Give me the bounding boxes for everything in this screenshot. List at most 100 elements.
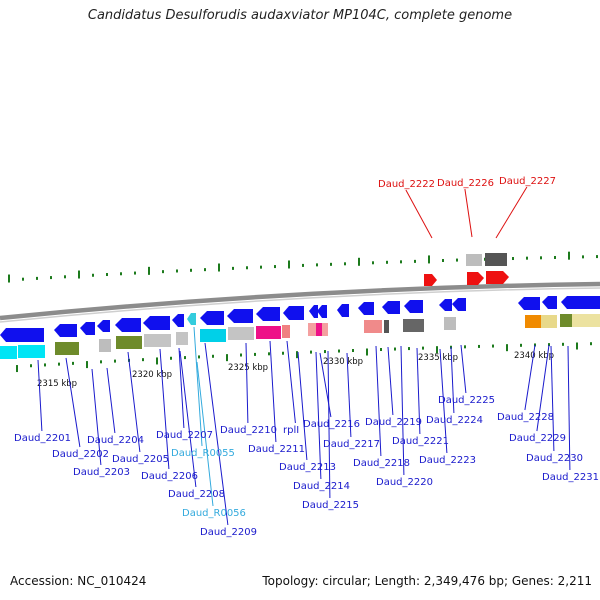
gene-label[interactable]: Daud_2217: [323, 439, 380, 450]
gene-box-cyan[interactable]: [200, 329, 226, 342]
gene-box-dark[interactable]: [485, 253, 507, 266]
gene-label[interactable]: Daud_2207: [156, 430, 213, 441]
gene-arrow[interactable]: [97, 320, 110, 332]
gene-box-grey[interactable]: [228, 327, 254, 340]
gene-label[interactable]: Daud_2226: [437, 178, 494, 189]
gene-box-pink[interactable]: [364, 320, 382, 333]
gene-box-khaki[interactable]: [572, 314, 600, 327]
gene-label[interactable]: Daud_2209: [200, 527, 257, 538]
tick-mark: [316, 263, 318, 267]
gene-box-olive[interactable]: [560, 314, 572, 327]
gene-box-olive[interactable]: [116, 336, 142, 349]
tick-mark: [134, 271, 136, 275]
gene-label[interactable]: Daud_R0056: [182, 508, 246, 519]
gene-label[interactable]: Daud_2225: [438, 395, 495, 406]
tick-mark: [204, 268, 206, 272]
leader-line: [400, 345, 405, 476]
gene-arrow-daud-2227[interactable]: [486, 271, 509, 284]
leader-line: [550, 345, 555, 452]
gene-label[interactable]: Daud_R0055: [171, 448, 235, 459]
leader-line: [245, 342, 249, 424]
gene-box-khaki[interactable]: [541, 315, 557, 328]
gene-label[interactable]: Daud_2208: [168, 489, 225, 500]
gene-label[interactable]: Daud_2203: [73, 467, 130, 478]
gene-box-magenta[interactable]: [316, 323, 322, 336]
gene-label[interactable]: Daud_2222: [378, 179, 435, 190]
tick-mark: [176, 269, 178, 273]
gene-box-cyan[interactable]: [0, 346, 17, 359]
gene-label[interactable]: Daud_2211: [248, 444, 305, 455]
gene-label[interactable]: Daud_2204: [87, 435, 144, 446]
gene-label[interactable]: Daud_2205: [112, 454, 169, 465]
tick-mark: [330, 262, 332, 266]
gene-arrow[interactable]: [256, 307, 280, 321]
gene-box-grey[interactable]: [99, 339, 111, 352]
gene-arrow[interactable]: [317, 305, 327, 318]
gene-arrow[interactable]: [337, 304, 349, 317]
gene-arrow[interactable]: [227, 309, 253, 323]
gene-arrow[interactable]: [115, 318, 141, 332]
tick-mark: [302, 263, 304, 267]
gene-arrow[interactable]: [200, 311, 224, 325]
gene-box-grey[interactable]: [444, 317, 456, 330]
gene-label[interactable]: Daud_2216: [303, 419, 360, 430]
gene-label[interactable]: Daud_2223: [419, 455, 476, 466]
gene-box-pink[interactable]: [308, 323, 316, 336]
gene-arrow[interactable]: [309, 305, 318, 318]
gene-arrow[interactable]: [561, 296, 600, 309]
gene-arrow[interactable]: [143, 316, 170, 330]
gene-box-cyan[interactable]: [18, 345, 45, 358]
gene-label[interactable]: Daud_2229: [509, 433, 566, 444]
gene-label[interactable]: Daud_2210: [220, 425, 277, 436]
gene-arrow[interactable]: [518, 297, 540, 310]
gene-label[interactable]: rplI: [283, 425, 299, 436]
leader-line: [375, 345, 382, 457]
tick-mark: [512, 257, 514, 261]
gene-arrow[interactable]: [0, 328, 44, 342]
tick-mark: [554, 255, 556, 259]
gene-box-magenta[interactable]: [256, 326, 281, 339]
tick-mark: [30, 364, 32, 368]
gene-label[interactable]: Daud_2213: [279, 462, 336, 473]
gene-label[interactable]: Daud_2228: [497, 412, 554, 423]
gene-arrow-daud-2222[interactable]: [424, 274, 437, 286]
gene-arrow-daud-2226[interactable]: [467, 272, 484, 285]
gene-label[interactable]: Daud_2231: [542, 472, 599, 483]
gene-box-dark[interactable]: [403, 319, 424, 332]
gene-label[interactable]: Daud_2206: [141, 471, 198, 482]
gene-label[interactable]: Daud_2227: [499, 176, 556, 187]
gene-label[interactable]: Daud_2202: [52, 449, 109, 460]
gene-box-dark[interactable]: [384, 320, 389, 333]
gene-box-pink[interactable]: [282, 325, 290, 338]
gene-label[interactable]: Daud_2201: [14, 433, 71, 444]
tick-mark: [422, 346, 424, 350]
gene-label[interactable]: Daud_2219: [365, 417, 422, 428]
gene-box-grey[interactable]: [144, 334, 171, 347]
gene-label[interactable]: Daud_2230: [526, 453, 583, 464]
gene-arrow[interactable]: [439, 299, 452, 311]
gene-box-pink[interactable]: [322, 323, 328, 336]
gene-label[interactable]: Daud_2224: [426, 415, 483, 426]
gene-arrow[interactable]: [80, 322, 95, 335]
gene-label[interactable]: Daud_2214: [293, 481, 350, 492]
gene-box-grey[interactable]: [466, 254, 482, 266]
gene-box-grey[interactable]: [176, 332, 188, 345]
gene-box-olive[interactable]: [55, 342, 79, 355]
gene-arrow[interactable]: [172, 314, 184, 327]
gene-arrow[interactable]: [452, 298, 466, 311]
gene-arrow[interactable]: [404, 300, 423, 313]
gene-arrow[interactable]: [283, 306, 304, 320]
tick-mark: [506, 344, 508, 352]
gene-arrow-rna[interactable]: [187, 313, 196, 325]
gene-arrow[interactable]: [382, 301, 400, 314]
tick-mark: [352, 349, 354, 353]
gene-label[interactable]: Daud_2218: [353, 458, 410, 469]
gene-arrow[interactable]: [54, 324, 77, 337]
gene-label[interactable]: Daud_2215: [302, 500, 359, 511]
gene-arrow[interactable]: [542, 296, 557, 309]
gene-label[interactable]: Daud_2221: [392, 436, 449, 447]
gene-box-orange[interactable]: [525, 315, 541, 328]
gene-arrow[interactable]: [358, 302, 374, 315]
gene-label[interactable]: Daud_2220: [376, 477, 433, 488]
